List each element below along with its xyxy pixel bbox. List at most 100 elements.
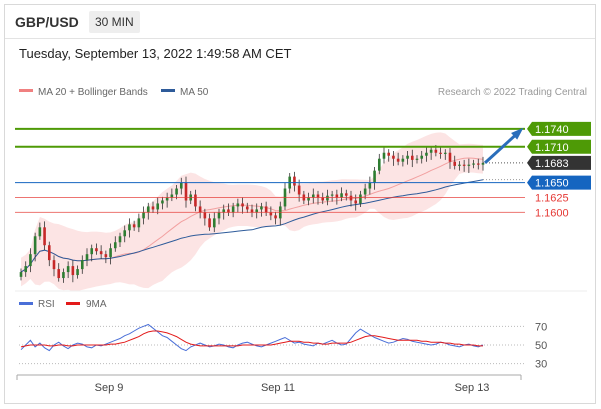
candle-body [85,254,89,261]
candlestick [467,158,471,174]
level-label-support: 1.1625 [535,192,569,204]
interval-badge[interactable]: 30 MIN [89,11,140,33]
candlestick [283,182,287,211]
candle-body [146,206,150,213]
candle-body [439,152,442,154]
candle-body [293,176,296,186]
candle-body [297,185,301,195]
candle-body [24,266,28,273]
candle-body [269,212,273,216]
level-label-bg [527,155,591,170]
candlestick [33,232,37,262]
candle-body [349,195,353,201]
candlestick [57,263,61,282]
candle-body [354,200,358,204]
candle-body [363,188,367,195]
chart-widget: GBP/USD 30 MIN Tuesday, September 13, 20… [4,4,596,404]
rsi-tick-label: 30 [535,359,547,371]
candle-body [255,209,259,213]
candle-body [194,194,197,207]
level-label-bg [527,175,591,190]
level-label-pivot: 1.1650 [527,175,591,190]
candle-body [410,155,414,160]
rsi-chart: 70 50 30 [19,321,547,371]
level-label-text: 1.1625 [535,192,569,204]
candle-body [161,200,164,204]
candle-body [66,266,70,273]
candlestick [113,236,117,252]
candlestick [260,202,263,217]
candlestick [241,197,244,214]
candle-body [321,197,325,201]
candle-body [47,245,51,261]
candlestick [203,208,207,226]
candlestick [38,222,42,240]
rsi-tick-label: 70 [535,321,547,333]
candlestick [109,243,112,265]
x-tick-label: Sep 9 [95,382,124,394]
candlestick [363,183,367,200]
candle-body [467,164,471,166]
candlestick [425,146,428,162]
candlestick [146,202,150,220]
candle-body [212,218,216,228]
level-label-bg [527,121,591,136]
candlestick [406,150,409,165]
candle-body [476,163,480,165]
chart-canvas: MA 20 + Bollinger Bands MA 50 Research ©… [15,87,591,394]
level-label-text: 1.1650 [535,178,569,190]
candle-body [123,230,127,237]
candle-body [425,152,428,156]
ma9-legend-swatch [66,302,80,305]
candle-body [316,194,320,198]
candle-body [401,158,405,162]
candlestick [24,261,28,277]
candle-body [99,251,103,255]
candle-body [241,203,244,207]
candle-body [151,206,155,210]
candlestick [255,203,259,219]
candle-body [76,269,79,276]
candlestick [472,159,475,169]
candlestick [373,167,376,190]
candle-body [434,149,438,153]
candle-body [203,212,207,219]
candlestick [396,152,400,166]
candlestick [227,203,230,216]
candle-body [311,194,315,198]
rsi-line [20,323,484,352]
ma50-legend-swatch [161,89,175,92]
candlestick [128,218,131,238]
candlestick [236,198,240,213]
candlestick [52,255,56,277]
candlestick [19,268,23,281]
candle-body [420,155,424,159]
candle-body [344,193,348,196]
candlestick [80,255,84,274]
candlestick [330,190,334,202]
candlestick [156,197,160,215]
candlestick [90,244,94,262]
level-label-current: 1.1683 [527,155,591,170]
candle-body [165,197,169,201]
level-label-bg [527,139,591,154]
candle-body [179,182,183,189]
currency-pair-title: GBP/USD [15,14,79,30]
timestamp: Tuesday, September 13, 2022 1:49:58 AM C… [19,46,292,61]
candlestick [29,248,32,273]
candle-body [71,266,75,276]
candle-body [109,248,112,258]
candlestick [382,146,386,164]
forecast-arrow-shaft [483,130,521,164]
candle-body [481,162,485,165]
forecast-arrow-head [511,127,524,140]
candlestick [66,261,70,279]
candlestick [443,149,447,160]
candlestick [274,211,277,225]
candle-body [377,158,381,171]
candle-body [250,209,254,213]
candle-body [184,182,188,201]
candlestick [476,158,480,170]
candle-body [222,209,226,213]
candle-body [208,218,211,228]
